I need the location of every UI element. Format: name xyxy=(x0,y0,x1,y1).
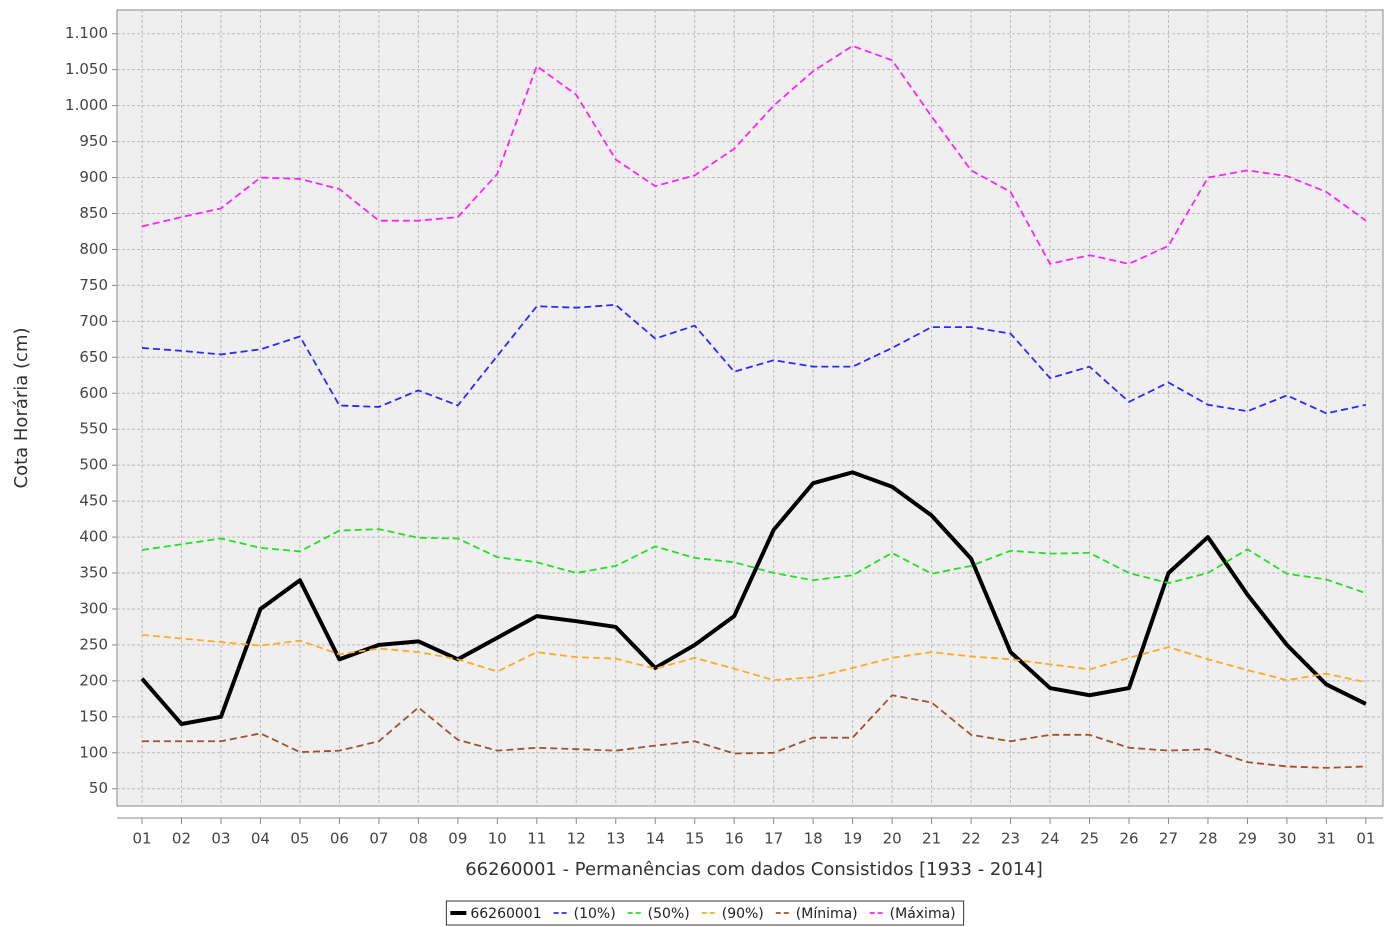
y-tick-label: 600 xyxy=(79,384,108,402)
y-tick-label: 700 xyxy=(79,312,108,330)
legend-text: (10%) xyxy=(574,906,616,922)
y-tick-label: 100 xyxy=(79,743,108,761)
x-tick-label: 16 xyxy=(725,830,744,848)
x-tick-label: 04 xyxy=(251,830,270,848)
legend-text: (Máxima) xyxy=(890,906,956,922)
x-tick-label: 02 xyxy=(172,830,191,848)
legend: 66260001 (10%) (50%) (90%) (Mínima) (Máxima) xyxy=(445,900,965,926)
x-tick-label: 29 xyxy=(1238,830,1257,848)
series-line xyxy=(142,694,1366,769)
y-tick-label: 650 xyxy=(79,348,108,366)
x-tick-label: 31 xyxy=(1317,830,1336,848)
y-tick-label: 850 xyxy=(79,204,108,222)
x-tick-label: 24 xyxy=(1040,830,1059,848)
x-tick-label: 11 xyxy=(527,830,546,848)
y-axis-title: Cota Horária (cm) xyxy=(11,328,32,489)
x-tick-label: 19 xyxy=(843,830,862,848)
series-line xyxy=(141,633,1367,684)
x-tick-label: 14 xyxy=(646,830,665,848)
x-tick-label: 06 xyxy=(330,830,349,848)
x-tick-label: 21 xyxy=(922,830,941,848)
y-tick-label: 1.000 xyxy=(65,96,108,114)
y-tick-label: 900 xyxy=(79,168,108,186)
x-tick-label: 26 xyxy=(1119,830,1138,848)
y-tick-label: 150 xyxy=(79,707,108,725)
legend-text: 66260001 xyxy=(470,906,541,922)
x-tick-label: 15 xyxy=(685,830,704,848)
series-line xyxy=(141,528,1367,595)
x-tick-label: 23 xyxy=(1001,830,1020,848)
series-line xyxy=(141,45,1367,265)
x-tick-label: 27 xyxy=(1159,830,1178,848)
x-tick-label: 30 xyxy=(1277,830,1296,848)
series-line xyxy=(141,303,1367,415)
y-tick-label: 950 xyxy=(79,132,108,150)
y-tick-label: 50 xyxy=(89,779,108,797)
x-tick-label: 28 xyxy=(1198,830,1217,848)
legend-text: (90%) xyxy=(722,906,764,922)
y-tick-label: 550 xyxy=(79,420,108,438)
y-tick-label: 450 xyxy=(79,492,108,510)
x-axis-title: 66260001 - Permanências com dados Consis… xyxy=(465,859,1043,880)
legend-text: (50%) xyxy=(648,906,690,922)
y-tick-label: 300 xyxy=(79,599,108,617)
y-tick-label: 400 xyxy=(79,528,108,546)
x-tick-label: 03 xyxy=(211,830,230,848)
y-tick-label: 200 xyxy=(79,671,108,689)
x-tick-label: 01 xyxy=(132,830,151,848)
x-tick-label: 25 xyxy=(1080,830,1099,848)
plot-area xyxy=(116,9,1384,807)
y-tick-label: 800 xyxy=(79,240,108,258)
x-tick-label: 09 xyxy=(448,830,467,848)
y-tick-label: 350 xyxy=(79,564,108,582)
y-tick-label: 1.100 xyxy=(65,24,108,42)
y-tick-label: 1.050 xyxy=(65,60,108,78)
x-tick-label: 13 xyxy=(606,830,625,848)
x-tick-label: 18 xyxy=(804,830,823,848)
y-tick-label: 500 xyxy=(79,456,108,474)
x-tick-label: 07 xyxy=(369,830,388,848)
series-line xyxy=(140,470,1367,727)
y-tick-label: 750 xyxy=(79,276,108,294)
x-tick-label: 01 xyxy=(1356,830,1375,848)
legend-text: (Mínima) xyxy=(796,906,858,922)
x-tick-label: 17 xyxy=(764,830,783,848)
x-tick-label: 20 xyxy=(883,830,902,848)
x-tick-label: 05 xyxy=(290,830,309,848)
x-tick-label: 08 xyxy=(409,830,428,848)
x-tick-label: 12 xyxy=(567,830,586,848)
x-tick-label: 22 xyxy=(962,830,981,848)
x-tick-label: 10 xyxy=(488,830,507,848)
y-tick-label: 250 xyxy=(79,635,108,653)
